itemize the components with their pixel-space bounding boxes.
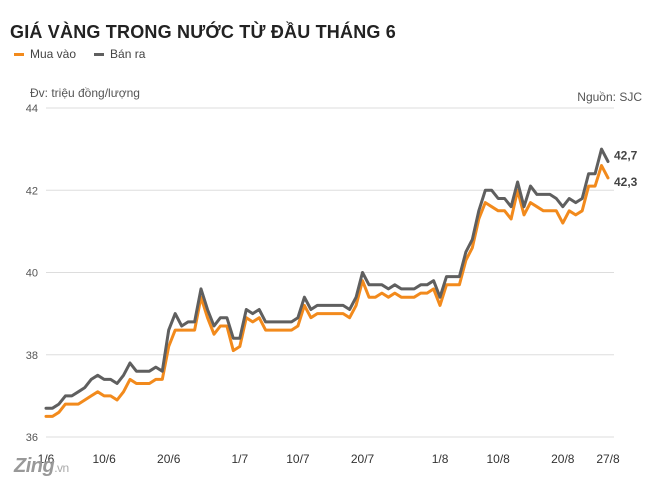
x-tick-label-27-8: 27/8 (596, 452, 620, 466)
y-tick-label-44: 44 (26, 103, 38, 115)
x-tick-label-1-8: 1/8 (432, 452, 449, 466)
y-tick-label-40: 40 (26, 268, 38, 280)
x-tick-label-20-8: 20/8 (551, 452, 575, 466)
brand-suffix: .vn (54, 461, 69, 475)
source-note: Nguồn: SJC (577, 90, 642, 104)
y-tick-label-42: 42 (26, 185, 38, 197)
y-tick-label-38: 38 (26, 350, 38, 362)
brand-logo: Zing.vn (14, 455, 69, 478)
series-line-sell (44, 147, 610, 410)
legend-label-sell: Bán ra (110, 47, 146, 61)
legend-item-buy: Mua vào (14, 47, 76, 61)
brand-name: Zing (14, 455, 55, 477)
end-label-buy: 42,3 (614, 175, 638, 189)
legend-swatch-sell (94, 52, 105, 56)
x-tick-label-20-7: 20/7 (351, 452, 375, 466)
series-line-buy (44, 164, 610, 418)
x-tick-label-10-6: 10/6 (92, 452, 116, 466)
unit-note: Đv: triệu đồng/lượng (30, 86, 140, 100)
x-tick-label-1-7: 1/7 (231, 452, 248, 466)
y-tick-label-36: 36 (26, 432, 38, 444)
x-tick-label-10-7: 10/7 (286, 452, 310, 466)
legend-item-sell: Bán ra (94, 47, 145, 61)
x-tick-label-1-6: 1/6 (38, 452, 55, 466)
x-tick-label-20-6: 20/6 (157, 452, 181, 466)
legend: Mua vào Bán ra (14, 47, 145, 61)
legend-swatch-buy (14, 52, 24, 56)
chart-title: GIÁ VÀNG TRONG NƯỚC TỪ ĐẦU THÁNG 6 (10, 22, 397, 42)
x-tick-label-10-8: 10/8 (487, 452, 511, 466)
end-label-sell: 42,7 (614, 148, 638, 162)
legend-label-buy: Mua vào (30, 47, 77, 61)
